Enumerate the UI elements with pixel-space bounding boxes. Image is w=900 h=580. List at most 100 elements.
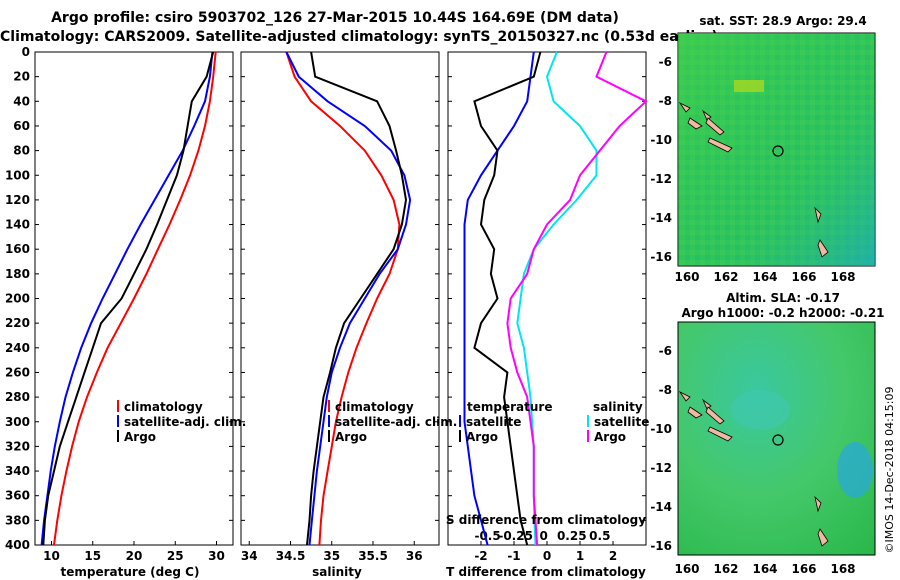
depth-tick-label: 160: [5, 242, 30, 256]
salinity-xlabel: salinity: [312, 565, 362, 579]
sst-lon-tick-label: 166: [791, 270, 816, 284]
s-tick-label: 0.5: [589, 529, 610, 543]
depth-tick-label: 80: [13, 144, 30, 158]
depth-tick-label: 360: [5, 489, 30, 503]
sst-lat-tick-label: -10: [650, 133, 672, 147]
series-line-temperature-satellite: [463, 51, 535, 546]
sla-lon-tick-label: 164: [752, 562, 777, 576]
legend-label-satellite: satellite-adj. clim.: [335, 415, 457, 429]
argo-location-marker: [772, 434, 784, 446]
islands: [678, 101, 829, 258]
difference-series: [463, 51, 648, 546]
legend-title-salinity: salinity: [593, 400, 643, 414]
legend-label-satellite: satellite-adj. clim.: [124, 415, 246, 429]
sst-lon-tick-label: 164: [752, 270, 777, 284]
argo-location-marker: [772, 145, 784, 157]
sst-map: [677, 32, 876, 267]
series-line-argo: [306, 51, 408, 546]
legend-label-argo: Argo: [124, 430, 156, 444]
sst-lat-tick-label: -14: [650, 211, 672, 225]
map-axis-ticks: -6-6-8-8-10-10-12-12-14-14-16-1616016016…: [650, 55, 855, 576]
x-tick-label: 30: [208, 549, 225, 563]
chart-title-line-1: Argo profile: csiro 5903702_126 27-Mar-2…: [51, 10, 619, 26]
s-tick-label: 0.25: [557, 529, 587, 543]
x-tick-label: 35.5: [358, 549, 388, 563]
salinity-x-ticks: 34 34.5 35 35.5 36: [241, 541, 423, 563]
s-difference-x-ticks: -0.5-0.25 0 0.25 0.5: [474, 529, 610, 543]
sla-lat-tick-label: -14: [650, 500, 672, 514]
sla-lat-tick-label: -12: [650, 461, 672, 475]
x-tick-label: 34.5: [276, 549, 306, 563]
x-tick-label: 1: [576, 549, 584, 563]
depth-tick-label: 280: [5, 390, 30, 404]
sla-map: [677, 321, 876, 556]
legend-title-temperature: temperature: [467, 400, 552, 414]
x-tick-label: 15: [84, 549, 101, 563]
depth-tick-label: 60: [13, 119, 30, 133]
sst-lon-tick-label: 160: [674, 270, 699, 284]
x-tick-label: 34: [241, 549, 258, 563]
chart-title-line-2: Climatology: CARS2009. Satellite-adjuste…: [0, 29, 718, 45]
depth-tick-label: 220: [5, 316, 30, 330]
x-tick-label: -1: [507, 549, 520, 563]
s-tick-label: -0.5: [474, 529, 500, 543]
sla-lon-tick-label: 168: [830, 562, 855, 576]
x-tick-label: 25: [167, 549, 184, 563]
depth-tick-label: 100: [5, 168, 30, 182]
depth-tick-label: 320: [5, 439, 30, 453]
temperature-legend: climatology satellite-adj. clim. Argo: [117, 400, 246, 444]
x-tick-label: 36: [406, 549, 423, 563]
legend-label-climatology: climatology: [335, 400, 414, 414]
legend-label-t-satellite: satellite: [466, 415, 521, 429]
series-line-salinity-satellite: [516, 51, 598, 546]
legend-label-s-argo: Argo: [594, 430, 626, 444]
s-tick-label: 0: [540, 529, 548, 543]
sla-feature: [730, 390, 790, 430]
x-tick-label: 20: [126, 549, 143, 563]
series-line-climatology: [285, 51, 401, 546]
depth-tick-label: 200: [5, 292, 30, 306]
legend-label-argo: Argo: [335, 430, 367, 444]
sst-lat-tick-label: -6: [659, 55, 672, 69]
depth-tick-label: 380: [5, 513, 30, 527]
x-tick-label: 10: [43, 549, 60, 563]
temperature-xlabel: temperature (deg C): [61, 565, 200, 579]
t-difference-x-ticks: -2 -1 0 1 2: [474, 541, 617, 563]
legend-label-t-argo: Argo: [466, 430, 498, 444]
sla-lat-tick-label: -6: [659, 344, 672, 358]
legend-label-climatology: climatology: [124, 400, 203, 414]
x-tick-label: -2: [474, 549, 487, 563]
sst-lat-tick-label: -8: [659, 94, 672, 108]
sla-lon-tick-label: 162: [713, 562, 738, 576]
salinity-legend: climatology satellite-adj. clim. Argo: [328, 400, 457, 444]
sst-map-title: sat. SST: 28.9 Argo: 29.4: [699, 14, 866, 28]
depth-tick-label: 0: [22, 45, 30, 59]
depth-tick-label: 400: [5, 538, 30, 552]
warm-patch: [734, 80, 764, 92]
sst-lat-tick-label: -12: [650, 172, 672, 186]
series-line-satellite-adj-clim-: [40, 51, 214, 546]
temperature-x-ticks: 10 15 20 25 30: [43, 541, 225, 563]
salinity-series: [285, 51, 412, 546]
sst-lat-tick-label: -16: [650, 250, 672, 264]
x-tick-label: 2: [609, 549, 617, 563]
depth-tick-label: 300: [5, 415, 30, 429]
series-line-climatology: [53, 51, 217, 546]
depth-axis: 0 20 40 60 80 100 120 140 160 180 200 220 240 260 280 3…: [5, 45, 646, 552]
sst-map-shading: [678, 33, 875, 266]
temperature-series: [40, 51, 217, 546]
sla-map-field: [677, 321, 876, 556]
s-difference-label: S difference from climatology: [446, 513, 646, 527]
series-line-argo: [42, 51, 215, 546]
depth-tick-label: 40: [13, 94, 30, 108]
x-tick-label: 0: [543, 549, 551, 563]
x-tick-label: 35: [323, 549, 340, 563]
series-line-salinity-argo: [506, 51, 648, 546]
sla-lon-tick-label: 160: [674, 562, 699, 576]
depth-tick-label: 240: [5, 341, 30, 355]
sla-map-title-1: Altim. SLA: -0.17: [726, 291, 840, 305]
depth-tick-label: 260: [5, 365, 30, 379]
sst-lon-tick-label: 162: [713, 270, 738, 284]
sla-lat-tick-label: -16: [650, 539, 672, 553]
